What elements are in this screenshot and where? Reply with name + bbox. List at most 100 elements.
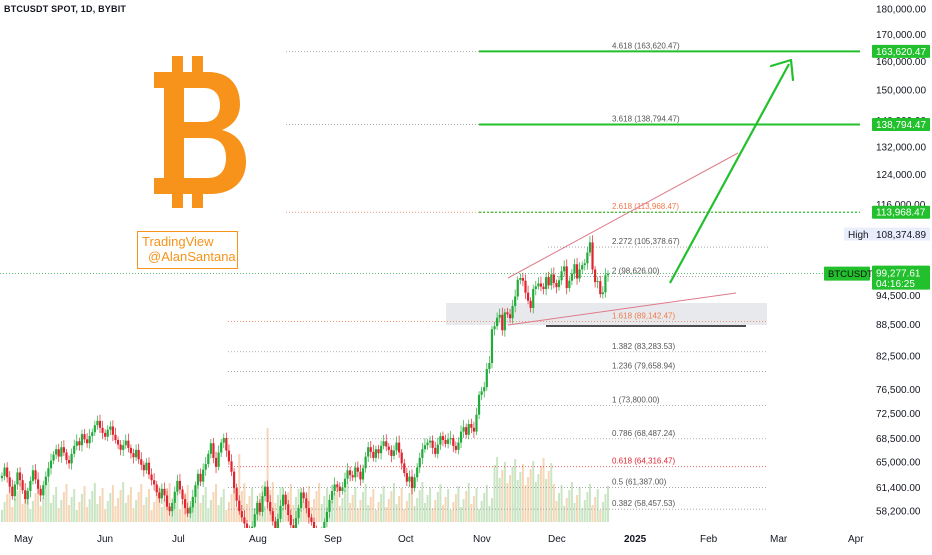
candle-body — [537, 283, 540, 287]
candle-body — [423, 445, 427, 450]
candle-body — [367, 447, 370, 457]
volume-bar — [331, 501, 334, 522]
symbol-header: BTCUSDT SPOT, 1D, BYBIT — [4, 4, 127, 14]
candle-body — [405, 473, 408, 482]
volume-bar — [106, 501, 109, 522]
volume-bar — [245, 504, 248, 522]
candle-body — [245, 523, 249, 530]
candle-body — [431, 440, 434, 448]
candle-body — [477, 394, 481, 415]
candle-body — [434, 447, 437, 454]
volume-bar — [44, 490, 47, 522]
volume-bar — [251, 488, 254, 522]
candle-body — [472, 427, 476, 432]
volume-bar — [127, 495, 130, 522]
volume-bar — [122, 482, 125, 522]
volume-bar — [565, 498, 568, 522]
candles-layer — [0, 235, 610, 552]
candle-body — [212, 443, 215, 458]
candle-body — [302, 492, 305, 499]
volume-bar — [390, 491, 393, 522]
candle-body — [604, 275, 607, 293]
volume-bar — [86, 507, 89, 522]
candle-body — [230, 461, 233, 472]
volume-bar — [65, 484, 68, 522]
volume-bar — [519, 472, 522, 522]
volume-bar — [472, 496, 475, 522]
candle-body — [390, 449, 393, 456]
candle-body — [573, 264, 576, 274]
volume-bar — [359, 500, 362, 522]
volume-bar — [568, 490, 571, 522]
candle-body — [519, 278, 522, 280]
volume-bar — [160, 507, 163, 522]
volume-bar — [395, 504, 398, 522]
candle-body — [137, 449, 140, 460]
volume-bar — [215, 484, 218, 522]
candle-body — [328, 499, 331, 512]
candle-body — [225, 438, 228, 451]
volume-bar — [163, 499, 166, 522]
candle-body — [142, 464, 145, 471]
volume-bar — [431, 508, 434, 522]
volume-bar — [68, 505, 71, 522]
candle-body — [124, 440, 127, 446]
candle-body — [591, 242, 594, 270]
volume-bar — [346, 482, 349, 522]
volume-bar — [178, 509, 181, 522]
price-tick-label: 61,400.00 — [876, 483, 921, 494]
price-tick-label: 82,500.00 — [876, 351, 921, 362]
price-tick-label: 160,000.00 — [876, 57, 926, 68]
candle-body — [516, 279, 519, 297]
volume-bar — [73, 489, 76, 522]
candle-body — [596, 281, 599, 283]
volume-bar — [343, 490, 346, 522]
volume-bar — [289, 484, 292, 522]
candle-body — [220, 442, 223, 453]
candle-body — [426, 442, 429, 446]
fib-label: 1 (73,800.00) — [612, 396, 660, 405]
volume-bar — [441, 505, 444, 522]
volume-bar — [315, 491, 318, 522]
candle-body — [563, 266, 566, 272]
volume-bar — [400, 488, 403, 522]
current-price-tag-bg — [872, 265, 930, 290]
candle-body — [498, 314, 501, 318]
candle-body — [238, 500, 241, 512]
candle-body — [232, 471, 236, 489]
candle-body — [96, 420, 99, 426]
fib-levels: 4.618 (163,620.47) 3.618 (138,794.47) 2.61… — [228, 41, 768, 510]
volume-bar — [243, 483, 246, 522]
candle-body — [253, 514, 256, 527]
target-price-tag — [872, 44, 930, 58]
symbol-tag[interactable]: BTCUSDT — [828, 269, 873, 280]
candle-body — [26, 490, 29, 500]
volume-bar — [601, 502, 604, 522]
candle-body — [0, 475, 4, 479]
volume-bar — [26, 488, 29, 522]
candle-body — [150, 474, 153, 481]
volume-bar — [147, 489, 150, 522]
volume-bar — [333, 493, 336, 522]
volume-bar — [83, 486, 86, 522]
candle-body — [421, 449, 424, 458]
candle-body — [281, 494, 285, 506]
volume-bar — [207, 508, 210, 522]
volume-bar — [501, 470, 504, 522]
candle-body — [462, 427, 465, 432]
candle-body — [570, 273, 573, 281]
candle-body — [52, 454, 55, 461]
symbol-tag-bg[interactable] — [824, 266, 870, 281]
candle-body — [351, 475, 354, 478]
candle-body — [454, 445, 457, 450]
volume-bar — [300, 510, 303, 522]
candle-body — [444, 439, 447, 444]
candle-body — [217, 452, 220, 467]
volume-bar — [117, 498, 120, 522]
volume-bar — [478, 509, 481, 522]
volume-bar — [413, 506, 416, 522]
candle-body — [459, 431, 463, 443]
volume-bar — [545, 479, 548, 522]
